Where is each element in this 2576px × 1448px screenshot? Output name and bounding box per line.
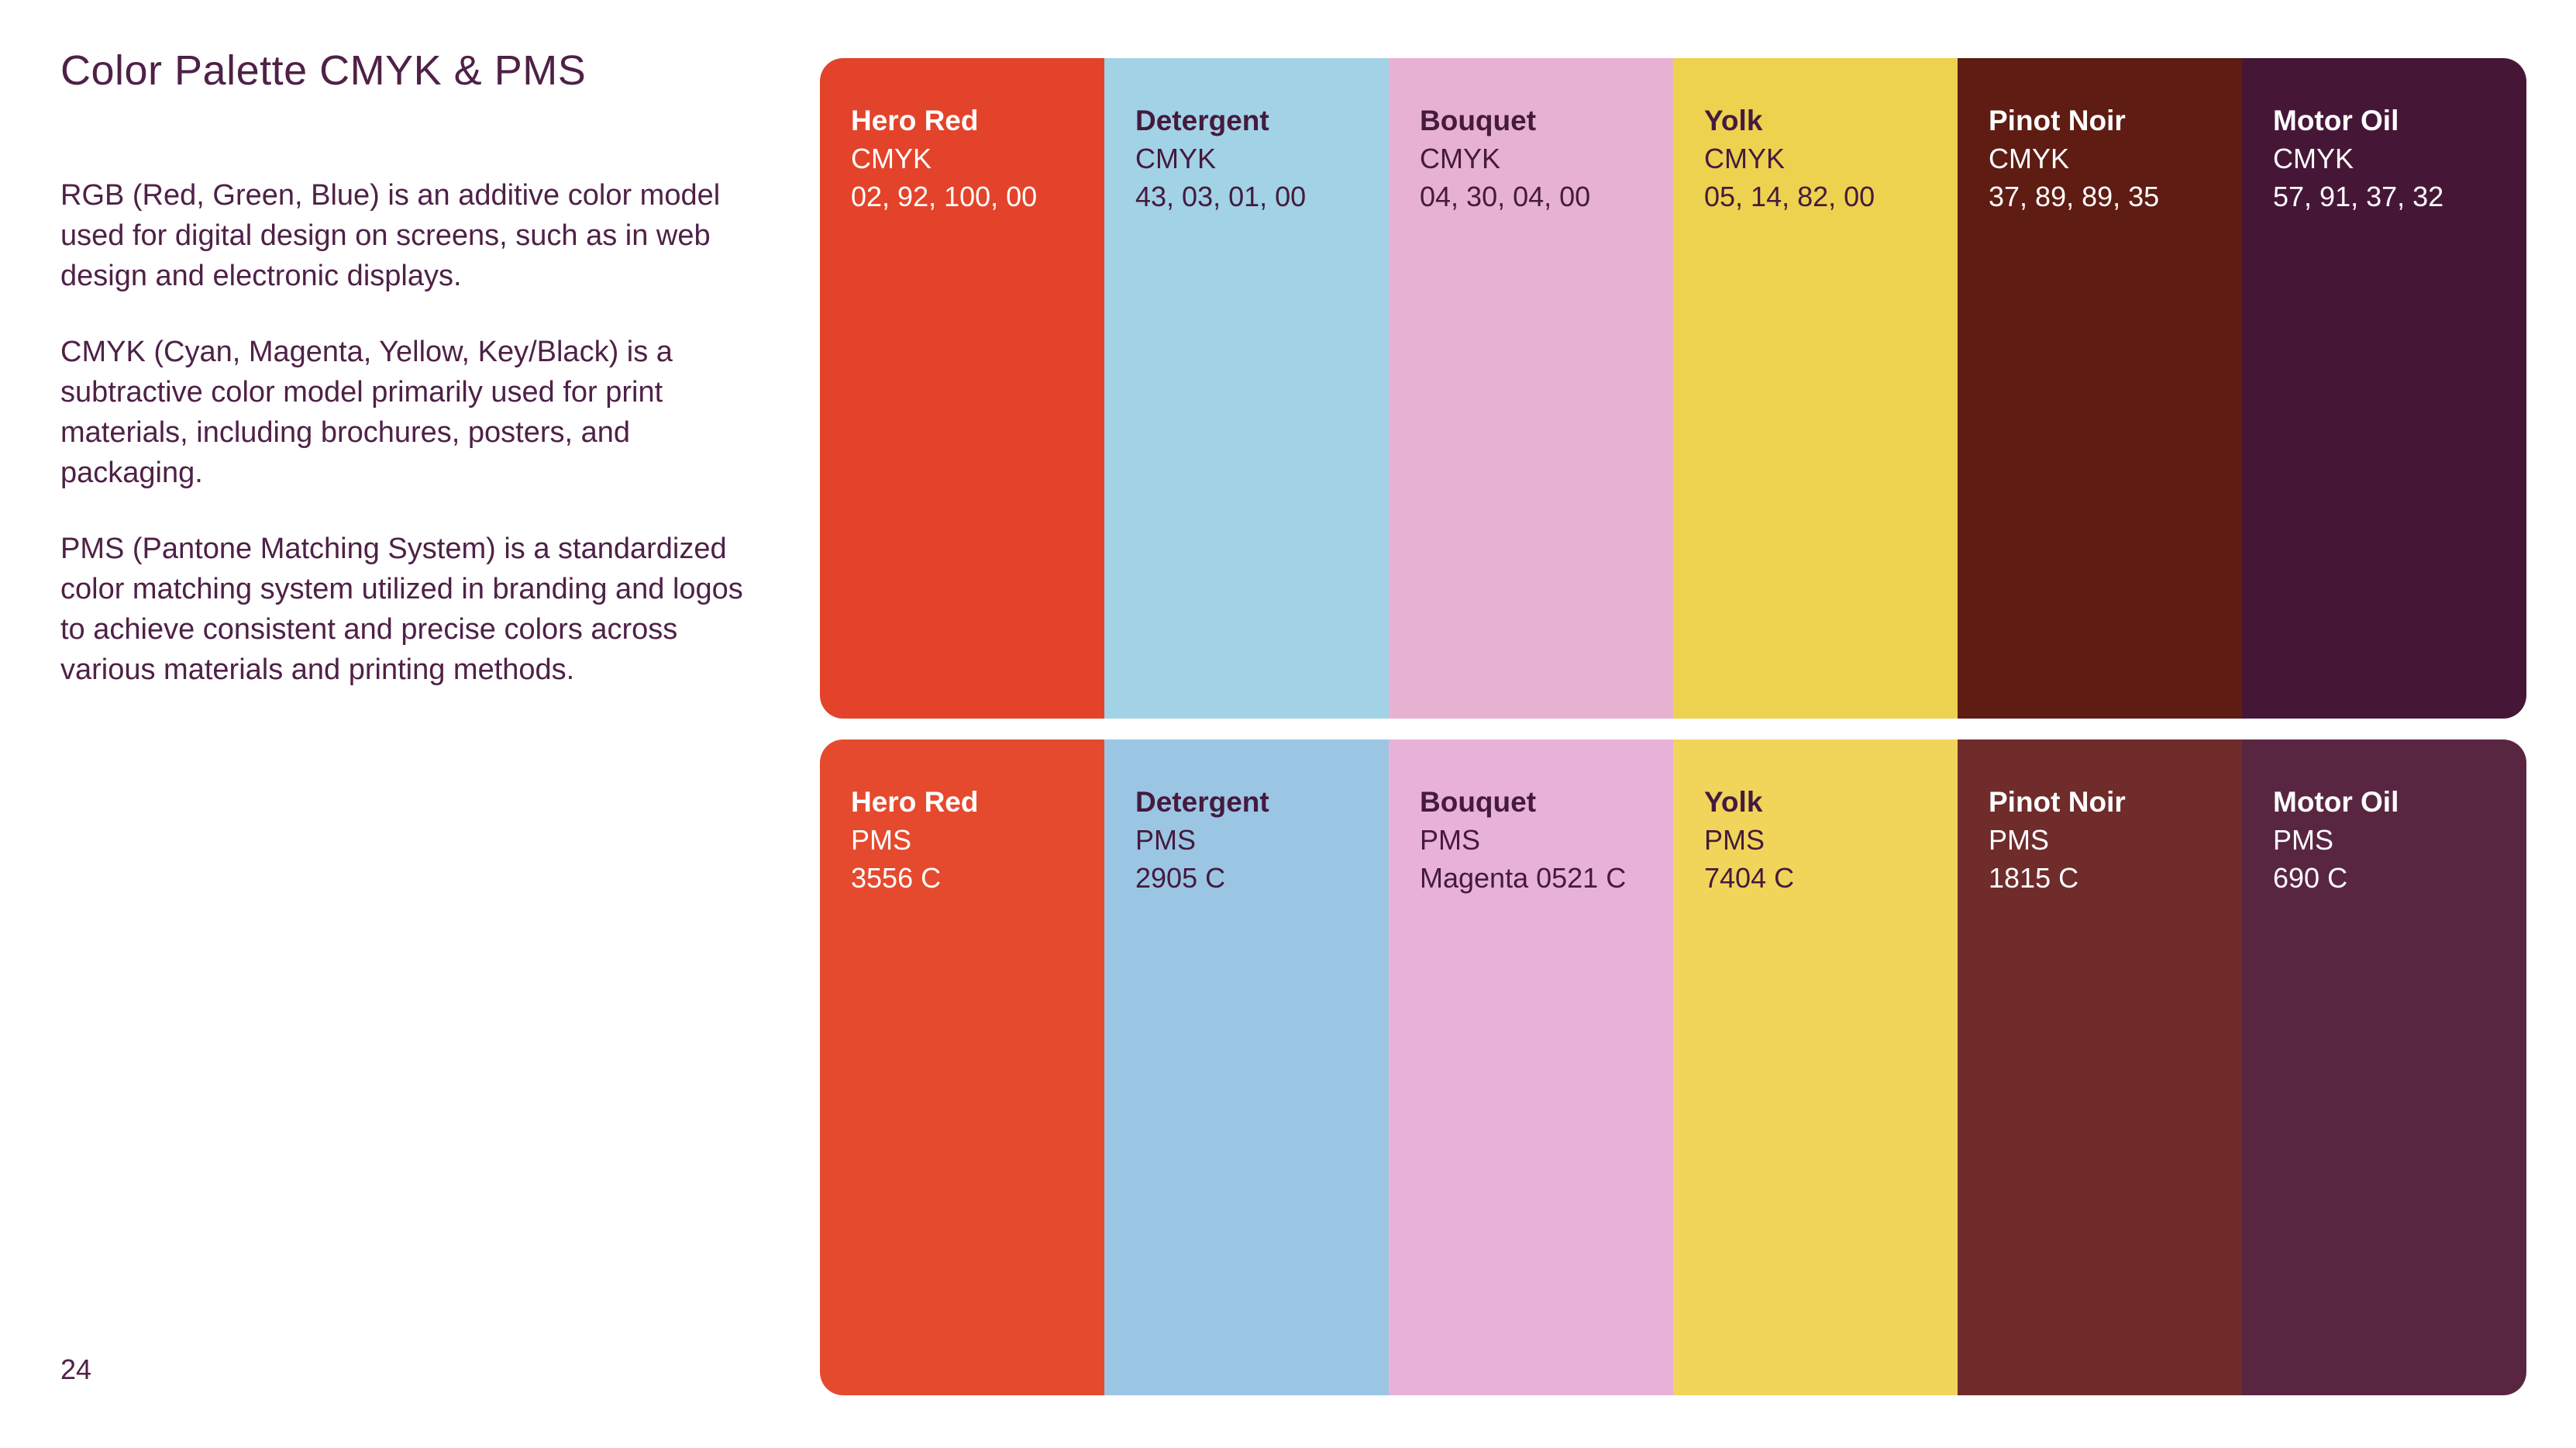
swatch-color-value: 37, 89, 89, 35 [1989, 181, 2160, 212]
pms-swatch-row: Hero Red PMS 3556 C Detergent PMS 2905 C Bouqu… [820, 740, 2526, 1395]
swatch-pinot-noir-cmyk: Pinot Noir CMYK 37, 89, 89, 35 [1958, 58, 2242, 719]
swatch-color-value: 04, 30, 04, 00 [1420, 181, 1591, 212]
swatch-color-value: 690 C [2273, 862, 2348, 894]
swatch-yolk-pms: Yolk PMS 7404 C [1673, 740, 1958, 1395]
swatch-name: Pinot Noir [1989, 786, 2126, 818]
swatch-color-system: CMYK [1135, 143, 1217, 174]
swatch-name: Motor Oil [2273, 105, 2399, 136]
swatch-color-system: CMYK [2273, 143, 2354, 174]
swatch-color-value: 02, 92, 100, 00 [851, 181, 1038, 212]
swatch-name: Hero Red [851, 105, 979, 136]
swatch-detergent-cmyk: Detergent CMYK 43, 03, 01, 00 [1104, 58, 1389, 719]
swatch-name: Motor Oil [2273, 786, 2399, 818]
swatch-color-value: 3556 C [851, 862, 942, 894]
swatch-color-system: CMYK [851, 143, 932, 174]
left-text-column: Color Palette CMYK & PMS RGB (Red, Green… [60, 47, 797, 726]
swatch-name: Pinot Noir [1989, 105, 2126, 136]
swatch-detergent-pms: Detergent PMS 2905 C [1104, 740, 1389, 1395]
swatch-color-value: 43, 03, 01, 00 [1135, 181, 1307, 212]
cmyk-swatch-row: Hero Red CMYK 02, 92, 100, 00 Detergent CMYK… [820, 58, 2526, 719]
swatch-color-value: Magenta 0521 C [1420, 862, 1627, 894]
swatch-color-system: PMS [1420, 824, 1481, 856]
swatch-color-value: 2905 C [1135, 862, 1226, 894]
swatch-bouquet-cmyk: Bouquet CMYK 04, 30, 04, 00 [1389, 58, 1673, 719]
swatch-name: Detergent [1135, 105, 1269, 136]
swatch-name: Bouquet [1420, 105, 1537, 136]
swatch-motor-oil-pms: Motor Oil PMS 690 C [2242, 740, 2526, 1395]
swatch-color-system: PMS [1704, 824, 1765, 856]
swatch-color-system: PMS [1989, 824, 2050, 856]
swatch-name: Bouquet [1420, 786, 1537, 818]
swatch-color-value: 57, 91, 37, 32 [2273, 181, 2444, 212]
swatch-pinot-noir-pms: Pinot Noir PMS 1815 C [1958, 740, 2242, 1395]
swatch-color-system: PMS [1135, 824, 1197, 856]
swatch-hero-red-cmyk: Hero Red CMYK 02, 92, 100, 00 [820, 58, 1104, 719]
swatch-name: Hero Red [851, 786, 979, 818]
swatch-color-value: 05, 14, 82, 00 [1704, 181, 1875, 212]
page-title: Color Palette CMYK & PMS [60, 47, 587, 94]
swatch-name: Yolk [1704, 105, 1763, 136]
swatch-hero-red-pms: Hero Red PMS 3556 C [820, 740, 1104, 1395]
paragraph-cmyk: CMYK (Cyan, Magenta, Yellow, Key/Black) … [60, 336, 673, 489]
color-palette: Hero Red CMYK 02, 92, 100, 00 Detergent CMYK… [820, 58, 2526, 1395]
swatch-name: Detergent [1135, 786, 1269, 818]
swatch-color-value: 1815 C [1989, 862, 2079, 894]
swatch-color-system: PMS [851, 824, 912, 856]
swatch-motor-oil-cmyk: Motor Oil CMYK 57, 91, 37, 32 [2242, 58, 2526, 719]
paragraph-rgb: RGB (Red, Green, Blue) is an additive co… [60, 179, 721, 292]
swatch-name: Yolk [1704, 786, 1763, 818]
swatch-yolk-cmyk: Yolk CMYK 05, 14, 82, 00 [1673, 58, 1958, 719]
swatch-color-system: CMYK [1704, 143, 1786, 174]
swatch-color-system: CMYK [1420, 143, 1501, 174]
swatch-color-value: 7404 C [1704, 862, 1795, 894]
paragraph-pms: PMS (Pantone Matching System) is a stand… [60, 533, 743, 686]
page-number: 24 [60, 1353, 92, 1385]
swatch-color-system: PMS [2273, 824, 2334, 856]
swatch-color-system: CMYK [1989, 143, 2070, 174]
swatch-bouquet-pms: Bouquet PMS Magenta 0521 C [1389, 740, 1673, 1395]
